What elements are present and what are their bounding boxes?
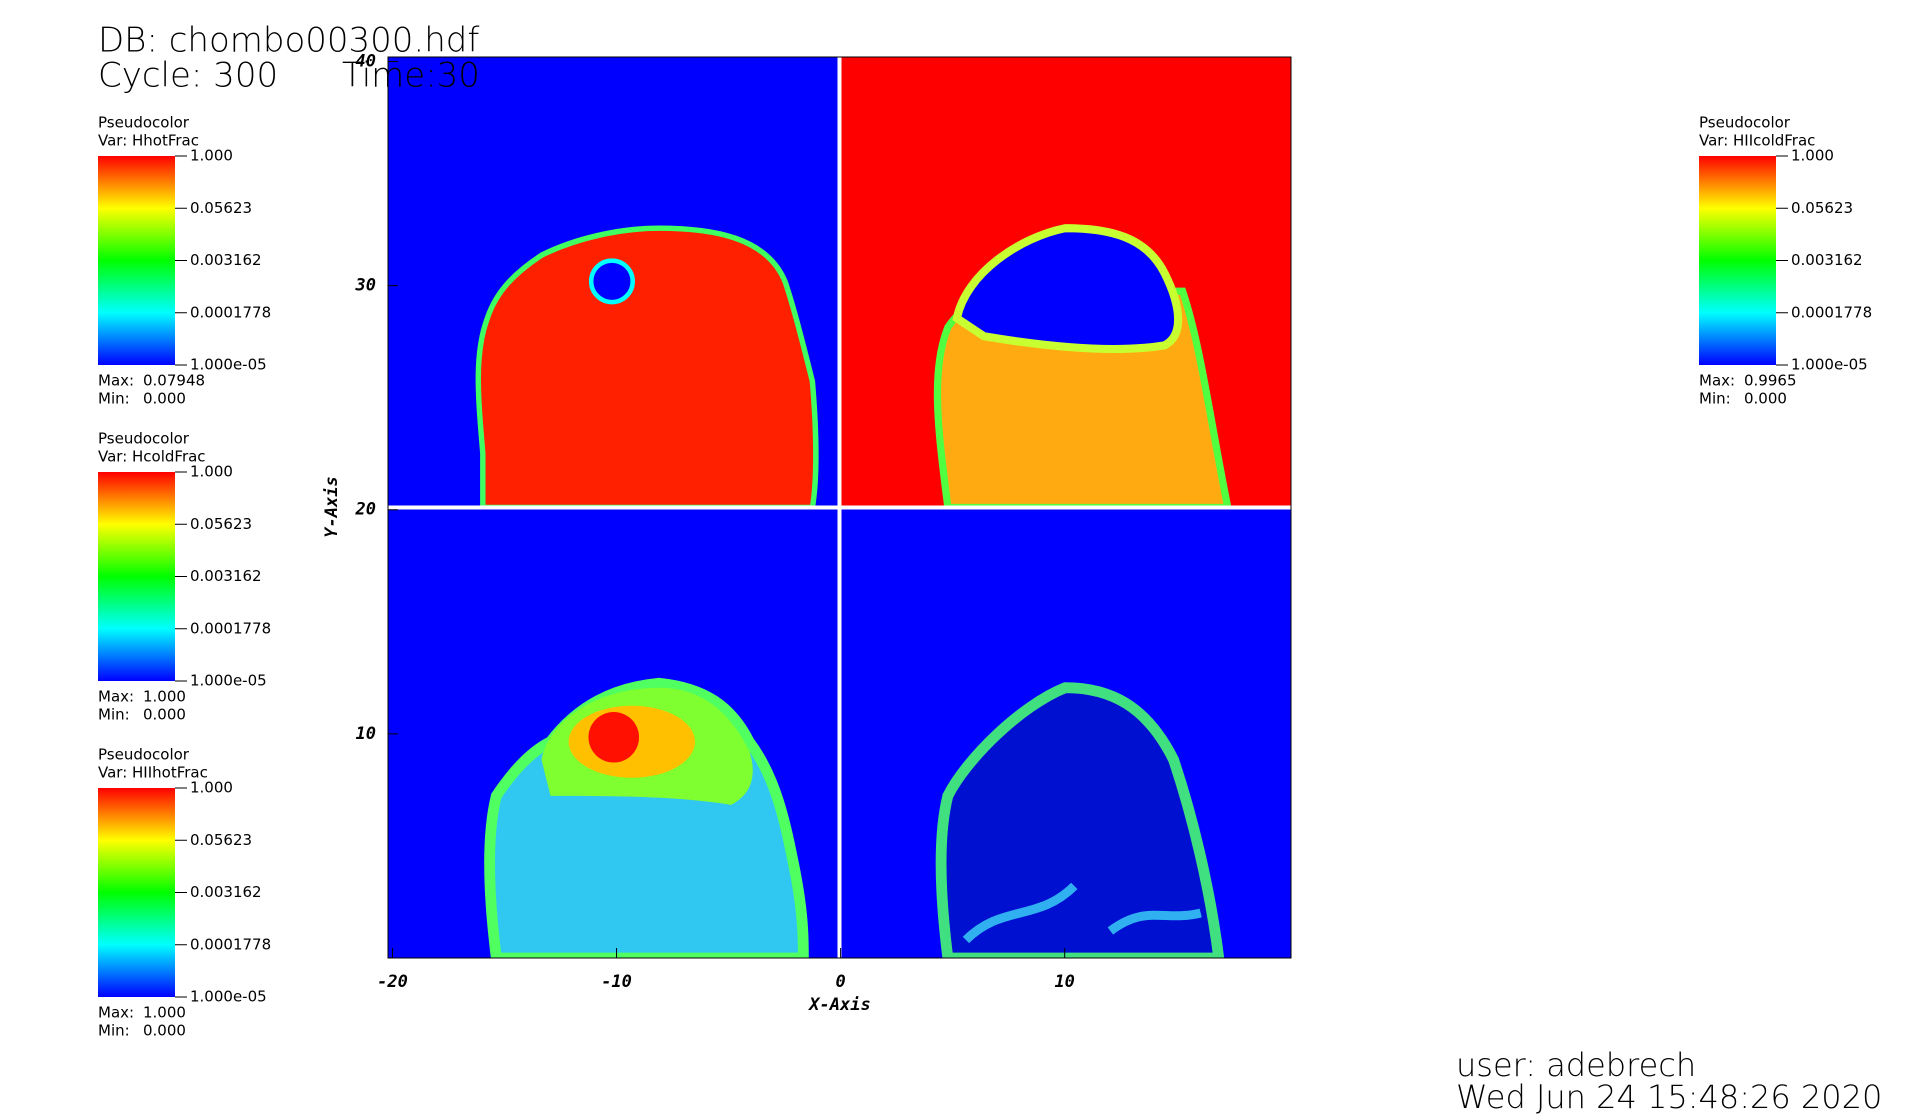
legend-title: Pseudocolor <box>1699 114 1791 132</box>
y-tick-label: 10 <box>356 724 376 744</box>
colorbar-tick-label: 0.003162 <box>190 567 262 585</box>
colorbar <box>1699 156 1776 365</box>
x-tick-label: -20 <box>377 972 408 992</box>
legend-max-text: Max: <box>98 1004 134 1022</box>
colorbar-tick-label: 1.000e-05 <box>1791 356 1868 374</box>
colorbar-tick-label: 1.000 <box>190 147 233 165</box>
colorbar-tick-label: 1.000e-05 <box>190 356 267 374</box>
legend-min-text: Min: <box>98 390 130 408</box>
legend-title: Pseudocolor <box>98 114 190 132</box>
date: Wed Jun 24 15:48:26 2020 <box>1456 1078 1882 1116</box>
legend-min: 0.000 <box>1744 390 1787 408</box>
colorbar-tick-label: 0.05623 <box>190 199 252 217</box>
legend-max: 1.000 <box>143 688 186 706</box>
colorbar-tick-label: 0.0001778 <box>1791 303 1872 321</box>
legend-max: 0.07948 <box>143 372 205 390</box>
legend-title: Pseudocolor <box>98 430 190 448</box>
y-axis-title: Y-Axis <box>322 476 342 537</box>
legend-max-text: Max: <box>98 372 134 390</box>
colorbar <box>98 472 175 681</box>
legend-var: Var: HcoldFrac <box>98 448 206 466</box>
colorbar-tick-label: 0.0001778 <box>190 935 271 953</box>
legend-min-text: Min: <box>98 1022 130 1040</box>
colorbar-tick-label: 1.000 <box>190 463 233 481</box>
y-tick-label: 30 <box>355 276 376 296</box>
legend-var: Var: HIIcoldFrac <box>1699 132 1815 150</box>
colorbar-tick-label: 1.000e-05 <box>190 672 267 690</box>
x-tick-label: 10 <box>1054 972 1074 992</box>
colorbar-tick-label: 1.000e-05 <box>190 988 267 1006</box>
legend-max: 0.9965 <box>1744 372 1797 390</box>
colorbar-tick-label: 0.05623 <box>1791 199 1853 217</box>
x-tick-label: 0 <box>835 972 845 992</box>
colorbar-tick-label: 0.0001778 <box>190 303 271 321</box>
colorbar <box>98 156 175 365</box>
user: user: adebrech <box>1456 1046 1696 1084</box>
x-axis-title: X-Axis <box>807 995 870 1015</box>
title: DB: chombo00300.hdf <box>98 21 479 61</box>
colorbar-tick-label: 0.003162 <box>1791 251 1863 269</box>
colorbar-tick-label: 1.000 <box>190 779 233 797</box>
colorbar-tick-label: 0.05623 <box>190 831 252 849</box>
colorbar-tick-label: 0.05623 <box>190 515 252 533</box>
y-tick-label: 20 <box>355 500 376 520</box>
colorbar-tick-label: 0.003162 <box>190 883 262 901</box>
legend-min: 0.000 <box>143 1022 186 1040</box>
legend-title: Pseudocolor <box>98 746 190 764</box>
colorbar-tick-label: 0.003162 <box>190 251 262 269</box>
legend-var: Var: HIIhotFrac <box>98 764 208 782</box>
field-image <box>388 57 1291 958</box>
legend-min-text: Min: <box>1699 390 1731 408</box>
y-tick-label: 40 <box>356 51 376 71</box>
legend-max-text: Max: <box>98 688 134 706</box>
legend-min: 0.000 <box>143 390 186 408</box>
legend-max: 1.000 <box>143 1004 186 1022</box>
x-tick-label: -10 <box>601 972 632 992</box>
legend-min: 0.000 <box>143 706 186 724</box>
legend-min-text: Min: <box>98 706 130 724</box>
legend-max-text: Max: <box>1699 372 1735 390</box>
colorbar-tick-label: 1.000 <box>1791 147 1834 165</box>
plot-frame <box>387 56 1292 959</box>
cycle: Cycle: 300 <box>98 56 278 96</box>
colorbar <box>98 788 175 997</box>
legend-var: Var: HhotFrac <box>98 132 199 150</box>
time: Time:30 <box>342 56 480 96</box>
colorbar-tick-label: 0.0001778 <box>190 619 271 637</box>
